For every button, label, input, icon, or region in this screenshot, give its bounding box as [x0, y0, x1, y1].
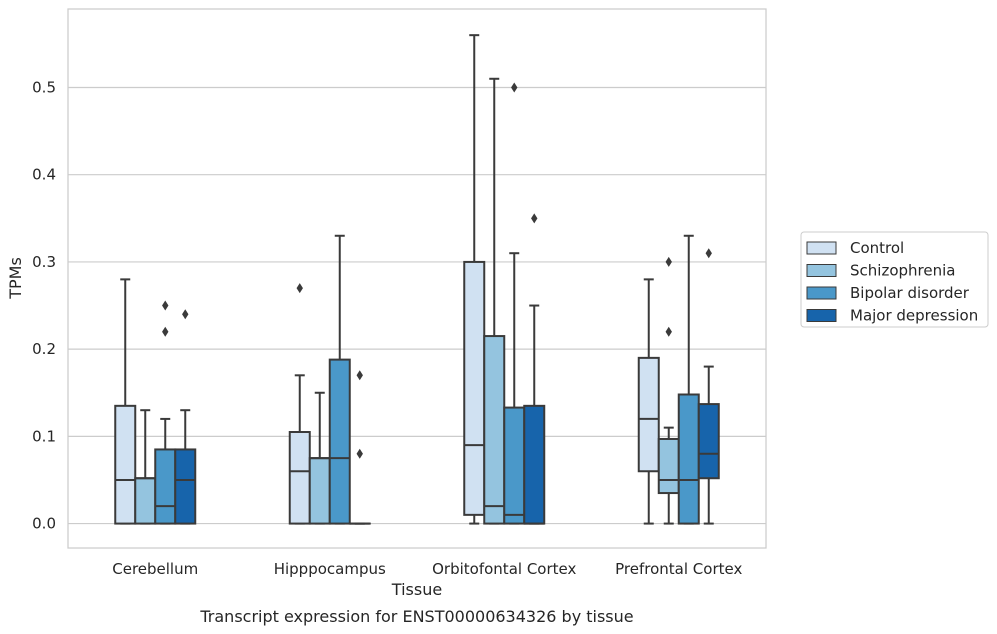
outlier-point [356, 448, 363, 459]
x-tick-labels: Cerebellum Hipppocampus Orbitofontal Corte… [112, 560, 742, 578]
x-tick-label: Hipppocampus [274, 560, 386, 578]
box-body [463, 260, 486, 516]
legend: Control Schizophrenia Bipolar disorder Majo… [800, 231, 989, 328]
outlier-point [356, 370, 363, 381]
legend-label: Major depression [850, 307, 978, 325]
box-major-depression [523, 213, 546, 525]
box-major-depression [348, 370, 371, 525]
legend-swatch [806, 264, 837, 277]
box-body [657, 437, 680, 495]
x-tick-label: Cerebellum [112, 560, 198, 578]
outlier-point [531, 213, 538, 224]
box-body [114, 404, 137, 525]
y-tick-label: 0.0 [32, 515, 56, 533]
y-axis-title: TPMs [6, 257, 25, 300]
box-bipolar-disorder [328, 234, 351, 525]
x-tick-label: Orbitofontal Cortex [432, 560, 576, 578]
box-body [288, 431, 311, 525]
plot-frame [67, 8, 767, 549]
box-control [463, 34, 486, 525]
legend-frame [800, 231, 989, 328]
box-major-depression [697, 248, 720, 525]
outlier-point [665, 326, 672, 337]
box-body [637, 356, 660, 473]
box-control [637, 278, 660, 525]
box-body [697, 403, 720, 480]
box-body [503, 406, 526, 525]
legend-label: Control [850, 239, 904, 257]
box-control [114, 278, 137, 525]
y-tick-labels: 0.0 0.1 0.2 0.3 0.4 0.5 [32, 78, 56, 532]
outlier-point [511, 82, 518, 93]
y-tick-label: 0.3 [32, 253, 56, 271]
legend-swatch [806, 286, 837, 300]
box-body [154, 448, 177, 525]
box-schizophrenia [308, 391, 331, 525]
x-axis-title: Tissue [391, 580, 442, 599]
chart-caption: Transcript expression for ENST0000063432… [199, 607, 633, 626]
y-tick-label: 0.5 [32, 78, 56, 96]
box-control [288, 283, 311, 525]
legend-label: Bipolar disorder [850, 284, 970, 302]
box-body [308, 457, 331, 525]
outlier-point [665, 256, 672, 267]
box-groups [114, 34, 720, 525]
box-body [523, 404, 546, 525]
outlier-point [296, 283, 303, 294]
outlier-point [705, 248, 712, 259]
y-tick-label: 0.2 [32, 340, 56, 358]
box-schizophrenia [657, 256, 680, 525]
legend-label: Schizophrenia [850, 262, 955, 280]
box-major-depression [174, 309, 197, 525]
y-tick-label: 0.1 [32, 427, 56, 445]
outlier-point [162, 326, 169, 337]
outlier-point [182, 309, 189, 320]
box-body [174, 448, 197, 525]
outlier-point [162, 300, 169, 311]
box-body [677, 393, 700, 525]
y-tick-label: 0.4 [32, 166, 56, 184]
x-tick-label: Prefrontal Cortex [615, 560, 742, 578]
box-body [483, 335, 506, 525]
box-body [328, 358, 351, 525]
legend-swatch [806, 241, 837, 255]
legend-swatch [806, 309, 837, 322]
box-body [134, 477, 157, 525]
